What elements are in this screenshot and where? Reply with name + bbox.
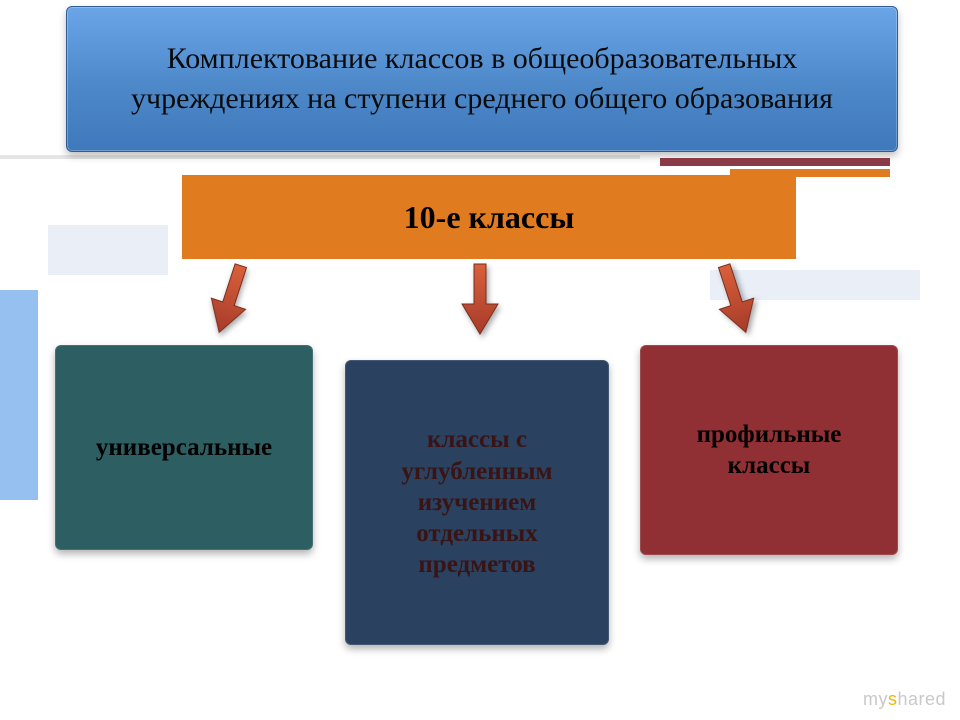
category-box-0: универсальные xyxy=(55,345,313,550)
category-label: классы с углубленным изучением отдельных… xyxy=(359,424,595,580)
decor-hline xyxy=(0,155,640,159)
accent-bar xyxy=(660,158,890,166)
header-banner: Комплектование классов в общеобразовател… xyxy=(66,6,898,152)
decor-lightbar xyxy=(48,225,168,275)
category-label: профильные классы xyxy=(654,419,884,482)
category-box-2: профильные классы xyxy=(640,345,898,555)
topic-box: 10-е классы xyxy=(182,175,796,259)
topic-label: 10-е классы xyxy=(404,199,575,236)
category-box-1: классы с углубленным изучением отдельных… xyxy=(345,360,609,645)
watermark: myshared xyxy=(863,689,946,710)
header-text: Комплектование классов в общеобразовател… xyxy=(67,39,897,120)
arrow-down-icon xyxy=(200,258,261,341)
decor-vbar xyxy=(0,290,38,500)
slide: Комплектование классов в общеобразовател… xyxy=(0,0,960,720)
category-label: универсальные xyxy=(96,432,272,463)
arrow-down-icon xyxy=(460,262,500,336)
